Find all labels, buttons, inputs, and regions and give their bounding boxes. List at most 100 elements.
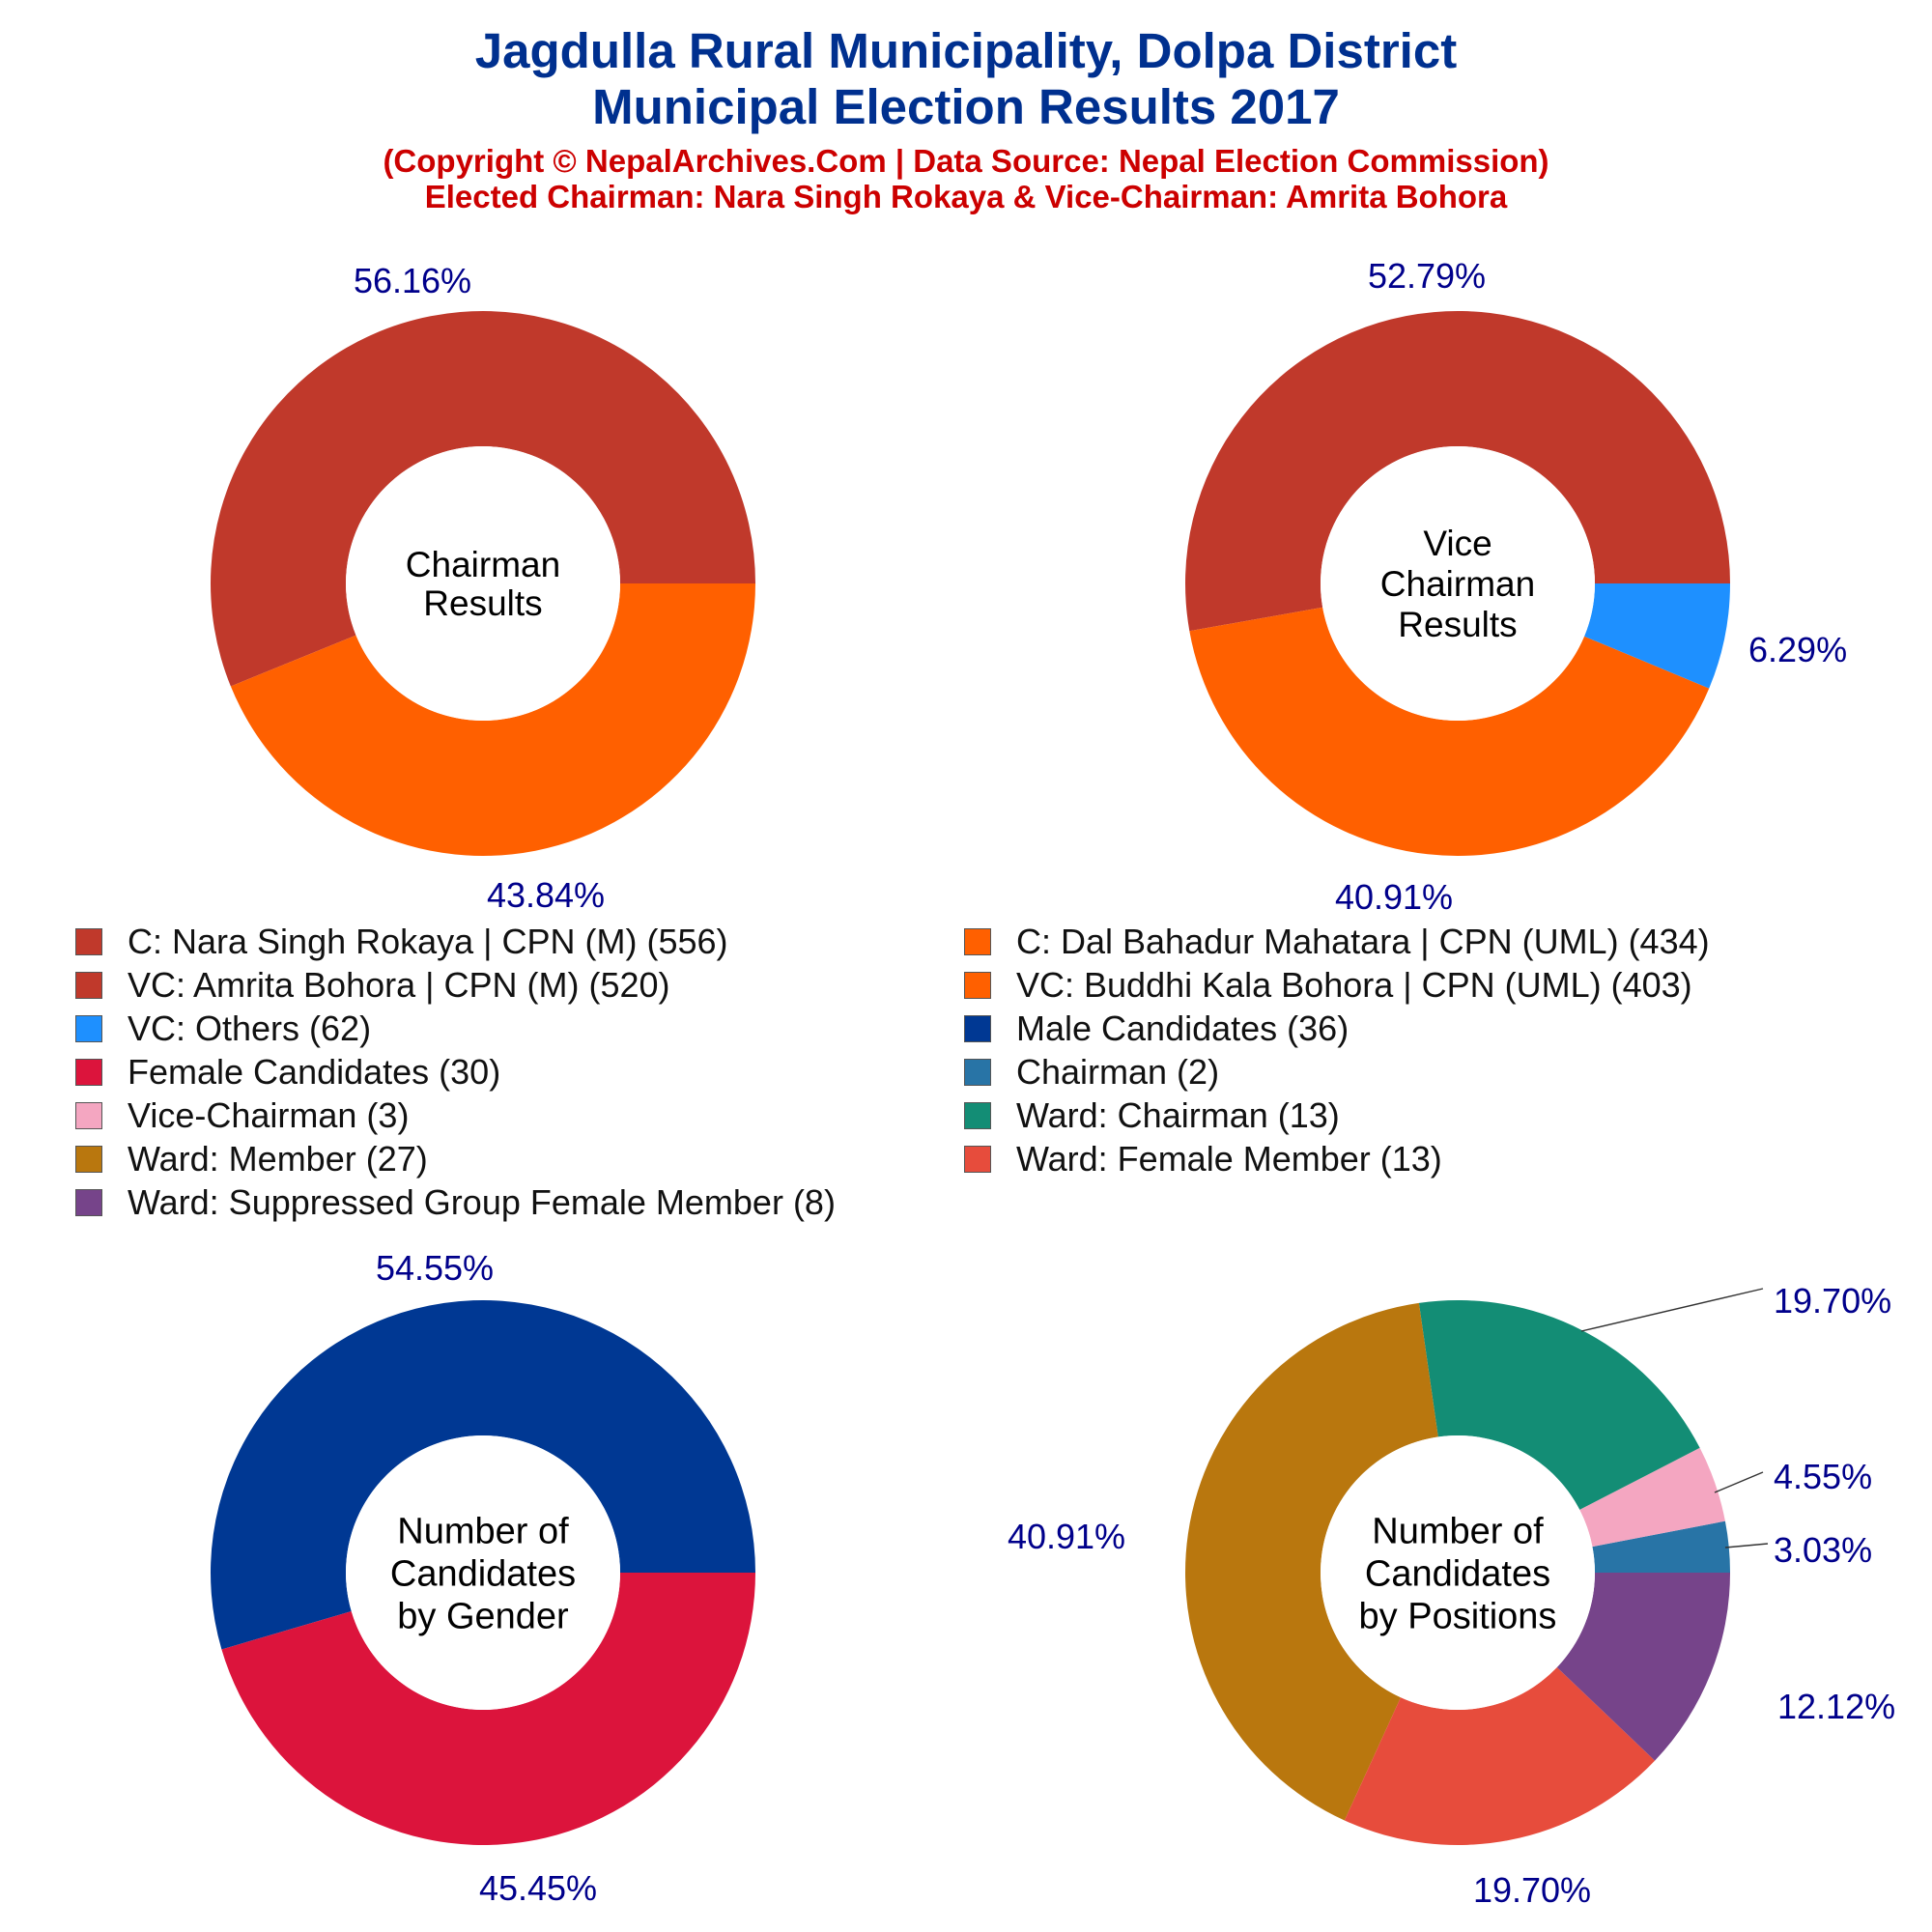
legend-swatch [75, 1058, 102, 1086]
legend-swatch [75, 971, 102, 999]
percent-leader-line [1714, 1471, 1764, 1493]
legend-row: Ward: Member (27) Ward: Female Member (13… [75, 1137, 1891, 1180]
donut-center-label: Number of [397, 1511, 569, 1551]
legend-label: Ward: Suppressed Group Female Member (8) [128, 1181, 836, 1222]
legend-label: Vice-Chairman (3) [128, 1094, 410, 1135]
chart-legend: C: Nara Singh Rokaya | CPN (M) (556) C: D… [75, 920, 1891, 1224]
legend-label: Male Candidates (36) [1016, 1008, 1350, 1048]
percent-label: 19.70% [1473, 1870, 1591, 1910]
legend-label: C: Dal Bahadur Mahatara | CPN (UML) (434… [1016, 921, 1710, 961]
donut-slice [1592, 1520, 1730, 1573]
chart-title-line-2: Municipal Election Results 2017 [592, 79, 1340, 134]
donut-slice [221, 1573, 756, 1845]
legend-swatch [964, 1101, 991, 1129]
legend-item: C: Dal Bahadur Mahatara | CPN (UML) (434… [964, 922, 1853, 962]
donut-center-label: Candidates [390, 1553, 576, 1594]
percent-label: 43.84% [487, 875, 605, 915]
donut-slice [1185, 310, 1730, 632]
percent-label: 45.45% [479, 1868, 597, 1908]
chart-subtitle-line-1: (Copyright © NepalArchives.Com | Data So… [383, 143, 1549, 179]
percent-leader-line [1580, 1288, 1764, 1332]
legend-item: VC: Others (62) [75, 1009, 964, 1049]
percent-label: 40.91% [1335, 877, 1453, 917]
legend-item: VC: Buddhi Kala Bohora | CPN (UML) (403) [964, 965, 1853, 1006]
percent-label: 12.12% [1777, 1687, 1895, 1726]
donut-slice [1556, 1573, 1730, 1761]
legend-label: Ward: Chairman (13) [1016, 1094, 1340, 1135]
legend-item: Ward: Female Member (13) [964, 1139, 1853, 1179]
donut-slice [210, 1299, 755, 1650]
legend-swatch [75, 1014, 102, 1042]
donut-center-label: Chairman [1380, 564, 1535, 604]
donut-center-label: Chairman [406, 545, 560, 584]
donut-center-label: Results [423, 583, 542, 623]
legend-swatch [964, 971, 991, 999]
legend-label: Female Candidates (30) [128, 1051, 501, 1092]
donut-slice [1185, 1302, 1438, 1821]
legend-swatch [964, 1058, 991, 1086]
donut-hole [1321, 446, 1595, 721]
donut-hole [1321, 1435, 1595, 1710]
donut-slice [1189, 607, 1710, 856]
legend-label: VC: Amrita Bohora | CPN (M) (520) [128, 964, 670, 1005]
percent-label: 52.79% [1368, 256, 1486, 296]
legend-item: Chairman (2) [964, 1052, 1853, 1093]
chart-subtitle-line-2: Elected Chairman: Nara Singh Rokaya & Vi… [424, 179, 1508, 214]
legend-label: Ward: Member (27) [128, 1138, 428, 1179]
donut-center-label: Candidates [1365, 1553, 1550, 1594]
donut-slice [1418, 1300, 1700, 1510]
legend-item: Female Candidates (30) [75, 1052, 964, 1093]
legend-swatch [964, 1145, 991, 1173]
donut-center-label: Number of [1372, 1511, 1544, 1551]
chart-title-line-1: Jagdulla Rural Municipality, Dolpa Distr… [474, 23, 1458, 78]
percent-label: 40.91% [1008, 1517, 1125, 1556]
legend-label: Chairman (2) [1016, 1051, 1220, 1092]
donut-hole [346, 1435, 620, 1710]
donut-center-label: by Gender [397, 1596, 569, 1636]
percent-label: 6.29% [1748, 630, 1847, 669]
legend-label: C: Nara Singh Rokaya | CPN (M) (556) [128, 921, 728, 961]
legend-label: Ward: Female Member (13) [1016, 1138, 1442, 1179]
legend-row: C: Nara Singh Rokaya | CPN (M) (556) C: D… [75, 920, 1891, 963]
donut-slice [1344, 1666, 1656, 1845]
donut-center-label: by Positions [1359, 1596, 1557, 1636]
legend-item: C: Nara Singh Rokaya | CPN (M) (556) [75, 922, 964, 962]
legend-item: Ward: Member (27) [75, 1139, 964, 1179]
legend-swatch [75, 1145, 102, 1173]
legend-row: Ward: Suppressed Group Female Member (8) [75, 1180, 1891, 1224]
percent-label: 56.16% [354, 261, 471, 300]
legend-swatch [75, 927, 102, 955]
percent-label: 19.70% [1774, 1281, 1891, 1321]
legend-swatch [75, 1101, 102, 1129]
legend-row: VC: Others (62) Male Candidates (36) [75, 1007, 1891, 1050]
donut-center-label: Vice [1423, 524, 1492, 563]
chart-header: Jagdulla Rural Municipality, Dolpa Distr… [0, 23, 1932, 214]
legend-swatch [964, 1014, 991, 1042]
legend-label: VC: Buddhi Kala Bohora | CPN (UML) (403) [1016, 964, 1692, 1005]
percent-label: 3.03% [1774, 1530, 1872, 1570]
donut-hole [346, 446, 620, 721]
percent-label: 54.55% [376, 1248, 494, 1288]
percent-leader-line [1724, 1543, 1769, 1548]
legend-row: VC: Amrita Bohora | CPN (M) (520) VC: Bud… [75, 963, 1891, 1007]
donut-slice [210, 310, 756, 687]
legend-row: Female Candidates (30) Chairman (2) [75, 1050, 1891, 1094]
legend-label: VC: Others (62) [128, 1008, 372, 1048]
legend-item: Ward: Chairman (13) [964, 1095, 1853, 1136]
legend-item: Male Candidates (36) [964, 1009, 1853, 1049]
legend-item: Ward: Suppressed Group Female Member (8) [75, 1182, 964, 1223]
donut-center-label: Results [1398, 605, 1517, 644]
legend-swatch [75, 1188, 102, 1216]
legend-swatch [964, 927, 991, 955]
legend-item: VC: Amrita Bohora | CPN (M) (520) [75, 965, 964, 1006]
donut-slice [230, 583, 755, 856]
donut-slice [1584, 583, 1730, 689]
percent-label: 4.55% [1774, 1457, 1872, 1496]
legend-row: Vice-Chairman (3) Ward: Chairman (13) [75, 1094, 1891, 1137]
legend-item: Vice-Chairman (3) [75, 1095, 964, 1136]
